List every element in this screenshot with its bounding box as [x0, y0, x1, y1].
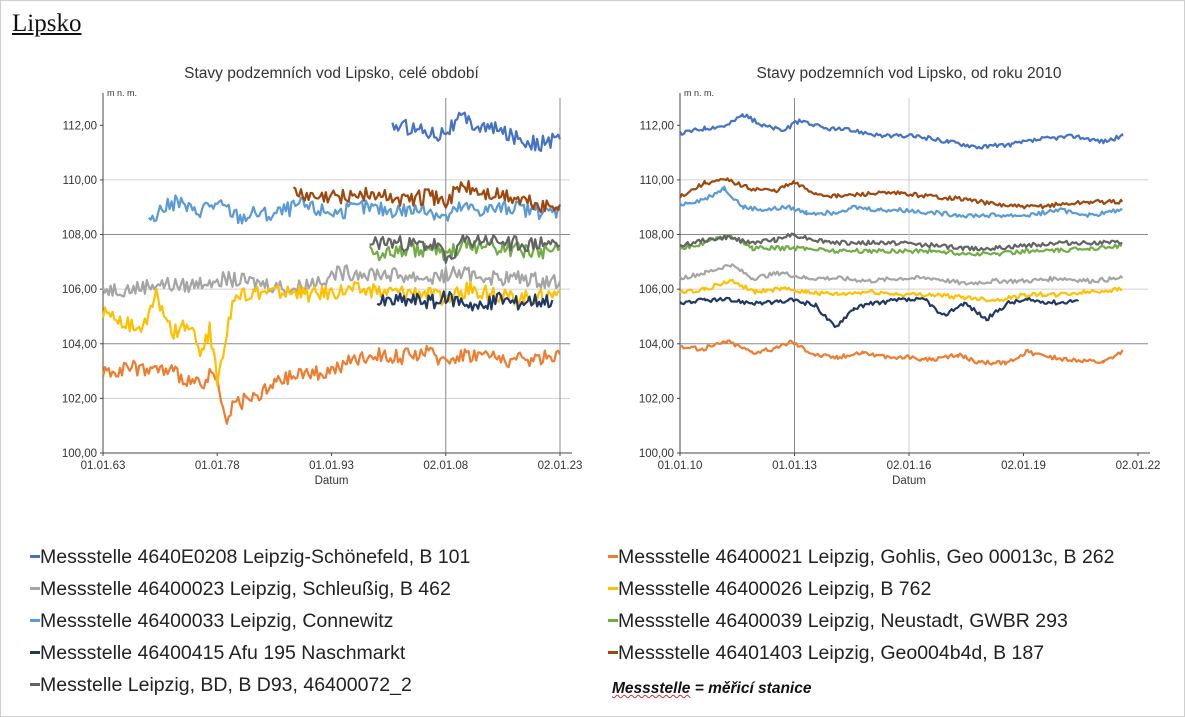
x-axis-title: Datum	[315, 475, 349, 487]
x-tick-label: 02.01.22	[1116, 460, 1161, 472]
page-heading: Lipsko	[12, 10, 82, 37]
legend-label: Messstelle 46400026 Leipzig, B 762	[618, 578, 932, 600]
series-line-s5	[679, 185, 1123, 219]
legend-label: Messstelle 4640E0208 Leipzig-Schönefeld,…	[40, 546, 471, 568]
series-line-s3	[101, 264, 562, 298]
y-tick-label: 102,00	[639, 393, 674, 405]
y-axis-unit: m n. m.	[107, 88, 137, 98]
x-tick-label: 02.01.16	[887, 460, 932, 472]
chart-svg: Stavy podzemních vod Lipsko, od roku 201…	[596, 58, 1171, 503]
series-line-s2	[101, 344, 561, 425]
series-line-s8	[679, 177, 1124, 210]
legend-swatch	[30, 651, 40, 655]
legend-item: Messstelle 46400023 Leipzig, Schleußig, …	[30, 578, 451, 601]
x-tick-label: 01.01.10	[658, 460, 703, 472]
chart-svg: Stavy podzemních vod Lipsko, celé období…	[20, 58, 590, 503]
series-line-s6	[679, 234, 1123, 257]
legend-item: Messtelle Leipzig, BD, B D93, 46400072_2	[30, 674, 412, 697]
y-tick-label: 104,00	[639, 339, 674, 351]
x-tick-label: 01.01.63	[81, 460, 126, 472]
chart-since-2010: Stavy podzemních vod Lipsko, od roku 201…	[596, 58, 1171, 503]
legend-item: Messstelle 46400039 Leipzig, Neustadt, G…	[608, 610, 1068, 633]
legend-label: Messstelle 46400415 Afu 195 Naschmarkt	[40, 642, 406, 664]
legend-item: Messstelle 46400026 Leipzig, B 762	[608, 578, 931, 601]
series-line-s7	[376, 290, 554, 312]
x-tick-label: 01.01.78	[195, 460, 240, 472]
legend-swatch	[30, 619, 40, 623]
legend-swatch	[30, 683, 40, 687]
series-line-s4	[101, 281, 561, 387]
y-tick-label: 106,00	[639, 284, 674, 296]
y-tick-label: 102,00	[62, 393, 97, 405]
series-line-s1	[391, 111, 562, 153]
y-axis-unit: m n. m.	[684, 88, 714, 98]
legend-label: Messstelle 46401403 Leipzig, Geo004b4d, …	[618, 642, 1045, 664]
x-axis-title: Datum	[892, 475, 926, 487]
series-line-s3	[679, 263, 1124, 286]
legend-label: Messstelle 46400023 Leipzig, Schleußig, …	[40, 578, 451, 600]
series-line-s4	[679, 278, 1123, 303]
series-line-s2	[679, 339, 1124, 366]
legend-swatch	[608, 555, 618, 559]
y-tick-label: 108,00	[62, 230, 97, 242]
note-definition: = měřicí stanice	[690, 680, 812, 697]
y-tick-label: 100,00	[62, 448, 97, 460]
x-tick-label: 02.01.23	[538, 460, 583, 472]
legend-swatch	[608, 651, 618, 655]
y-tick-label: 110,00	[640, 175, 674, 187]
y-tick-label: 110,00	[63, 175, 97, 187]
note-term: Messstelle	[612, 680, 691, 697]
chart-title: Stavy podzemních vod Lipsko, od roku 201…	[756, 65, 1061, 82]
legend-label: Messstelle 46400033 Leipzig, Connewitz	[40, 610, 394, 632]
legend-swatch	[30, 555, 40, 559]
legend-item: Messstelle 46401403 Leipzig, Geo004b4d, …	[608, 642, 1044, 665]
chart-title: Stavy podzemních vod Lipsko, celé období	[184, 65, 479, 82]
y-tick-label: 104,00	[62, 339, 97, 351]
legend-item: Messstelle 46400415 Afu 195 Naschmarkt	[30, 642, 405, 665]
y-tick-label: 106,00	[62, 284, 97, 296]
y-tick-label: 100,00	[639, 448, 674, 460]
chart-background	[20, 58, 590, 503]
legend-item: Messstelle 46400021 Leipzig, Gohlis, Geo…	[608, 546, 1115, 569]
y-tick-label: 108,00	[639, 230, 674, 242]
x-tick-label: 02.01.19	[1001, 460, 1046, 472]
legend-label: Messtelle Leipzig, BD, B D93, 46400072_2	[40, 674, 412, 696]
legend-swatch	[30, 587, 40, 591]
x-tick-label: 02.01.08	[423, 460, 468, 472]
legend-item: Messstelle 46400033 Leipzig, Connewitz	[30, 610, 393, 633]
chart-full-period: Stavy podzemních vod Lipsko, celé období…	[20, 58, 590, 503]
legend-label: Messstelle 46400021 Leipzig, Gohlis, Geo…	[618, 546, 1115, 568]
legend-item: Messstelle 4640E0208 Leipzig-Schönefeld,…	[30, 546, 470, 569]
series-line-s1	[679, 113, 1124, 150]
series-line-s5	[147, 194, 561, 225]
y-tick-label: 112,00	[640, 120, 674, 132]
series-line-s9	[369, 233, 561, 264]
series-line-s7	[679, 296, 1080, 329]
y-tick-label: 112,00	[63, 120, 97, 132]
series-line-s9	[679, 232, 1123, 252]
legend-swatch	[608, 619, 618, 623]
series-line-s8	[292, 180, 562, 214]
x-tick-label: 01.01.13	[772, 460, 817, 472]
legend-label: Messstelle 46400039 Leipzig, Neustadt, G…	[618, 610, 1068, 632]
x-tick-label: 01.01.93	[309, 460, 354, 472]
legend-swatch	[608, 587, 618, 591]
definition-note: Messstelle = měřicí stanice	[612, 680, 811, 698]
